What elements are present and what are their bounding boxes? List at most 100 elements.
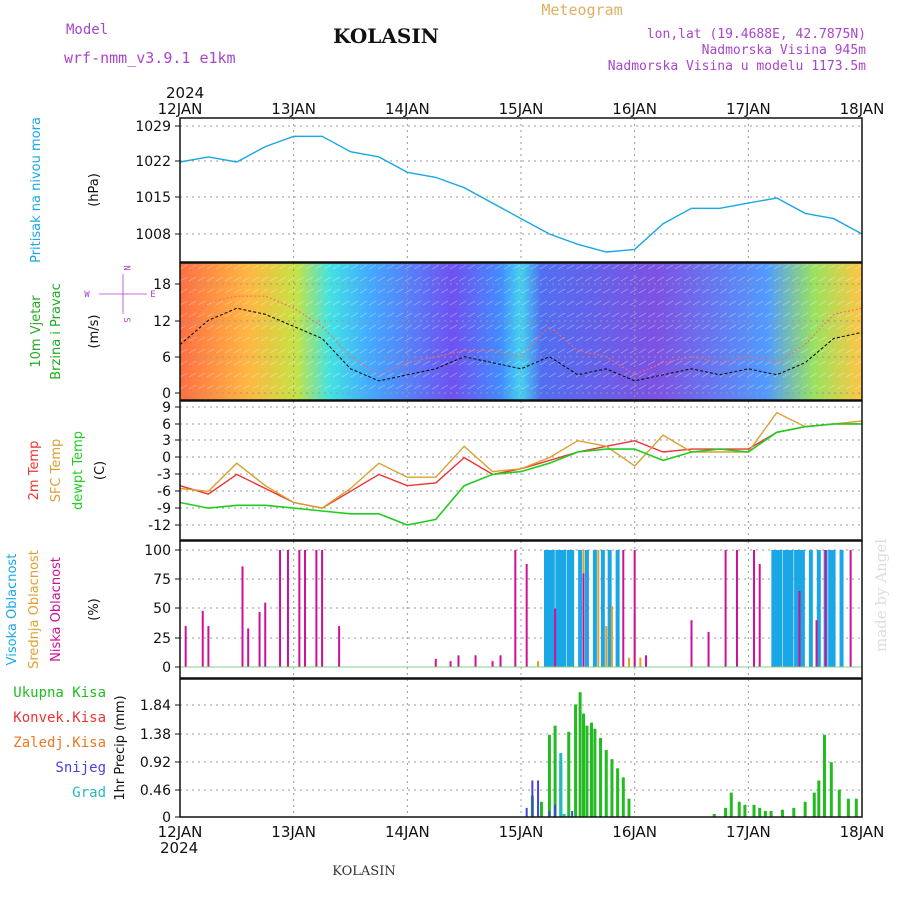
wind-barb — [755, 372, 764, 378]
wind-barb — [413, 384, 422, 390]
wind-barb — [809, 324, 818, 330]
wind-barb — [854, 264, 863, 270]
wind-barb — [251, 360, 260, 366]
wind-barb — [629, 264, 638, 270]
wind-barb — [656, 312, 665, 318]
bar-ukupna-kisa — [763, 810, 767, 817]
wind-barb — [827, 372, 836, 378]
wind-barb — [548, 324, 557, 330]
wind-barb — [323, 288, 332, 294]
wind-barb — [683, 312, 692, 318]
bar-visoka-oblacnost — [794, 550, 799, 667]
wind-barb — [350, 348, 359, 354]
wind-barb — [422, 324, 431, 330]
wind-barb — [224, 384, 233, 390]
wind-barb — [809, 348, 818, 354]
wind-barb — [413, 336, 422, 342]
wind-barb — [368, 372, 377, 378]
wind-barb — [314, 264, 323, 270]
wind-barb — [494, 360, 503, 366]
wind-barb — [413, 360, 422, 366]
wind-barb — [197, 312, 206, 318]
wind-barb — [197, 300, 206, 306]
wind-barb — [368, 336, 377, 342]
wind-barb — [521, 276, 530, 282]
wind-barb — [197, 360, 206, 366]
wind-barb — [485, 264, 494, 270]
wind-barb — [647, 384, 656, 390]
bar-visoka-oblacnost — [816, 550, 821, 667]
wind-barb — [710, 324, 719, 330]
bar-ukupna-kisa — [585, 725, 589, 817]
wind-barb — [683, 348, 692, 354]
wind-barb — [611, 336, 620, 342]
wind-barb — [845, 336, 854, 342]
wind-barb — [647, 360, 656, 366]
series-line-dewpt-temp — [179, 423, 862, 526]
wind-barb — [845, 372, 854, 378]
panel-precip: 0 0.46 0.92 1.38 1.84 Ukupna Kisa Konvek.Kisa Z… — [13, 678, 863, 826]
wind-barb — [638, 372, 647, 378]
y-tick-label: 18 — [153, 277, 171, 293]
wind-barb — [656, 264, 665, 270]
bar-ukupna-kisa — [822, 734, 826, 817]
bar-niska-oblacnost — [474, 655, 477, 667]
wind-barb — [818, 312, 827, 318]
wind-barb — [269, 288, 278, 294]
series-line-gust — [179, 295, 863, 376]
wind-barb — [818, 300, 827, 306]
wind-barb — [512, 324, 521, 330]
wind-barb — [350, 324, 359, 330]
wind-barb — [278, 336, 287, 342]
series-line-pressure — [179, 135, 863, 253]
wind-barb — [665, 348, 674, 354]
model-label: Model — [66, 22, 108, 38]
wind-barb — [404, 288, 413, 294]
wind-barb — [566, 384, 575, 390]
wind-barb — [719, 384, 728, 390]
y-tick-label: 75 — [153, 572, 171, 588]
wind-barb — [557, 264, 566, 270]
wind-barb — [737, 300, 746, 306]
wind-barb — [215, 372, 224, 378]
wind-barb — [485, 312, 494, 318]
wind-barb — [386, 348, 395, 354]
bar-niska-oblacnost — [286, 550, 289, 667]
wind-barb — [251, 384, 260, 390]
bar-ukupna-kisa — [729, 792, 733, 817]
wind-barb — [638, 288, 647, 294]
wind-barb — [665, 264, 674, 270]
wind-barb — [296, 384, 305, 390]
wind-barb — [800, 372, 809, 378]
wind-barb — [377, 360, 386, 366]
bar-visoka-oblacnost — [615, 550, 620, 667]
wind-barb — [224, 312, 233, 318]
wind-barb — [638, 264, 647, 270]
wind-barb — [530, 300, 539, 306]
wind-barb — [692, 264, 701, 270]
wind-barb — [791, 276, 800, 282]
wind-barb — [692, 324, 701, 330]
wind-barb — [773, 312, 782, 318]
wind-barb — [233, 276, 242, 282]
wind-barb — [323, 300, 332, 306]
wind-barb — [242, 384, 251, 390]
bar-visoka-oblacnost — [774, 550, 779, 667]
wind-barb — [557, 384, 566, 390]
wind-barb — [305, 384, 314, 390]
bar-ukupna-kisa — [792, 807, 796, 817]
wind-barb — [809, 384, 818, 390]
wind-barb — [269, 264, 278, 270]
wind-barb — [179, 312, 188, 318]
wind-barb — [467, 312, 476, 318]
wind-barb — [314, 276, 323, 282]
wind-barb — [584, 264, 593, 270]
wind-barb — [773, 336, 782, 342]
wind-barb — [566, 372, 575, 378]
wind-barb — [305, 300, 314, 306]
wind-barb — [485, 360, 494, 366]
wind-barb — [449, 300, 458, 306]
panel-pressure: 1008 1015 1022 1029 Pritisak na nivou mora (h… — [29, 117, 863, 263]
wind-barb — [809, 312, 818, 318]
wind-barb — [683, 288, 692, 294]
